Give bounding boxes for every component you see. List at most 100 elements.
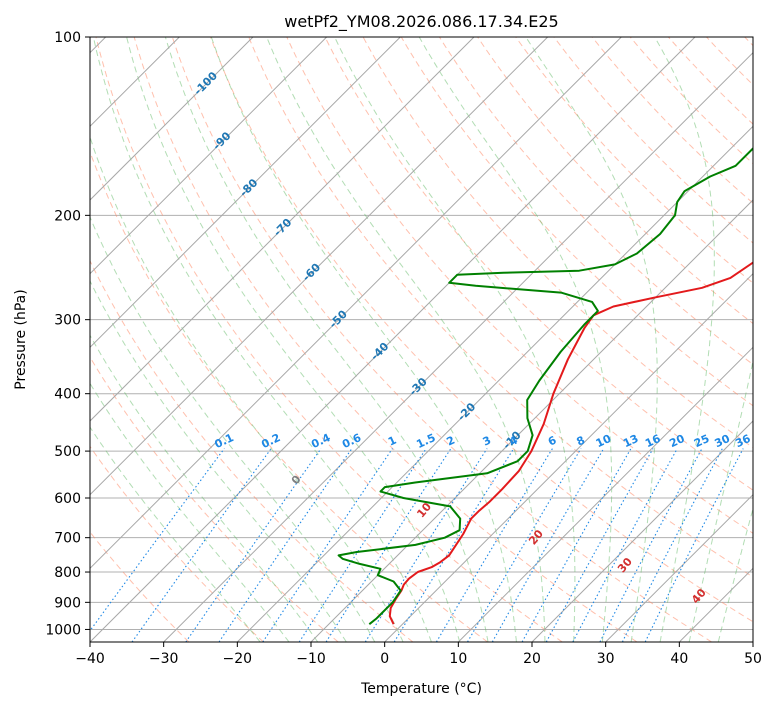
mixing-ratio-label: 3	[481, 434, 493, 449]
isotherm-line	[605, 493, 753, 642]
dry-adiabat-line	[95, 37, 563, 642]
y-tick-label: 1000	[45, 622, 81, 638]
dry-adiabat-line	[515, 37, 753, 284]
x-tick-label: 0	[380, 651, 389, 667]
mixing-ratio-label: 10	[594, 432, 614, 450]
mixing-ratio-line	[644, 448, 744, 642]
x-tick-label: −20	[223, 651, 253, 667]
y-tick-label: 600	[54, 491, 81, 507]
dry-adiabat-line	[90, 356, 339, 642]
mixing-ratio-line	[185, 448, 322, 642]
moist-adiabats	[90, 37, 753, 642]
mixing-ratio-label: 1	[386, 434, 398, 449]
isotherm-line	[90, 37, 254, 201]
y-tick-label: 300	[54, 313, 81, 329]
moist-adiabat-line	[90, 382, 290, 642]
isotherm-line	[678, 567, 753, 642]
mixing-ratio-line	[435, 448, 553, 642]
isotherm-line	[90, 37, 328, 275]
mixing-ratio-line	[621, 448, 723, 642]
moist-adiabat-line	[90, 334, 319, 642]
y-axis-title: Pressure (hPa)	[13, 289, 29, 389]
moist-adiabat-line	[90, 135, 404, 642]
isotherm-line	[457, 346, 753, 642]
plot-area: -100-90-80-70-60-50-40-30-20-100.1 0.2 0.4…	[90, 37, 753, 642]
isotherms	[90, 37, 753, 642]
mixing-ratio-lines	[90, 448, 744, 642]
mixing-ratio-label: 25	[692, 432, 711, 450]
isotherm-line	[752, 641, 753, 642]
x-tick-label: −10	[296, 651, 326, 667]
dry-adiabat-line	[90, 445, 264, 642]
moist-adiabat-label: 40	[689, 586, 709, 606]
mixing-ratio-label: 0.2	[259, 431, 282, 451]
isotherm-line	[384, 272, 753, 642]
y-tick-label: 100	[54, 30, 81, 46]
dry-adiabat-line	[133, 37, 638, 642]
x-tick-label: 30	[597, 651, 615, 667]
dry-adiabat-line	[744, 37, 753, 47]
dry-adiabat-line	[171, 37, 712, 642]
x-tick-label: 50	[744, 651, 762, 667]
plot-frame	[89, 36, 754, 643]
moist-adiabat-line	[90, 426, 261, 642]
dry-adiabat-line	[591, 37, 753, 204]
moist-adiabat-line	[266, 37, 546, 642]
mixing-ratio-label: 16	[643, 432, 663, 450]
mixing-ratio-label: 2	[445, 434, 457, 449]
moist-adiabat-line	[92, 37, 432, 642]
isotherm-line	[310, 199, 753, 642]
mixing-ratio-line	[393, 448, 515, 642]
mixing-ratio-line	[599, 448, 703, 642]
moist-adiabat-line	[210, 37, 517, 642]
moist-adiabat-line	[688, 358, 753, 642]
dry-adiabat-line	[400, 37, 753, 407]
moist-adiabat-line	[717, 506, 753, 642]
isotherm-line	[90, 37, 696, 642]
isotherm-line	[163, 51, 753, 642]
isotherm-line	[90, 37, 622, 570]
isotherm-line	[90, 37, 401, 349]
y-tick-label: 200	[54, 208, 81, 224]
mixing-ratio-label: 1.5	[414, 431, 437, 451]
moist-adiabat-line	[525, 37, 658, 642]
mixing-ratio-label: 13	[621, 432, 640, 450]
mixing-ratio-label: 0.4	[309, 431, 332, 451]
mixing-ratio-line	[545, 448, 654, 642]
dry-adiabat-line	[210, 37, 753, 623]
mixing-ratio-line	[572, 448, 678, 642]
y-tick-label: 500	[54, 444, 81, 460]
y-tick-label: 700	[54, 531, 81, 547]
mixing-ratio-label: 0.6	[340, 431, 363, 451]
x-tick-label: −40	[75, 651, 105, 667]
dry-adiabat-line	[477, 37, 753, 325]
temperature-profile-line	[388, 261, 753, 625]
mixing-ratio-line	[262, 448, 393, 642]
mixing-ratio-label: 36	[733, 432, 753, 450]
chart-title: wetPf2_YM08.2026.086.17.34.E25	[284, 12, 558, 32]
moist-adiabat-line	[654, 37, 715, 642]
x-tick-label: −30	[149, 651, 179, 667]
moist-adiabat-line	[90, 215, 376, 642]
y-tick-label: 900	[54, 595, 81, 611]
y-tick-label: 800	[54, 565, 81, 581]
mixing-ratio-label: 6	[546, 433, 559, 448]
dry-adiabat-line	[629, 37, 753, 165]
dry-adiabats	[90, 37, 753, 642]
sounding-series	[337, 146, 753, 625]
mixing-ratio-line	[521, 448, 632, 642]
mixing-ratio-line	[364, 448, 488, 642]
pressure-gridlines	[90, 37, 753, 630]
dry-adiabat-line	[248, 37, 753, 578]
isotherm-line	[236, 125, 753, 642]
mixing-ratio-label: 20	[667, 432, 687, 450]
dewpoint-profile-line	[337, 146, 753, 625]
line-labels: -100-90-80-70-60-50-40-30-20-100.1 0.2 0.4…	[191, 69, 753, 606]
dry-adiabat-line	[90, 259, 414, 642]
mixing-ratio-line	[218, 448, 353, 642]
dry-adiabat-line	[324, 37, 753, 491]
y-tick-label: 400	[54, 387, 81, 403]
dry-adiabat-line	[90, 150, 488, 642]
mixing-ratio-line	[298, 448, 427, 642]
